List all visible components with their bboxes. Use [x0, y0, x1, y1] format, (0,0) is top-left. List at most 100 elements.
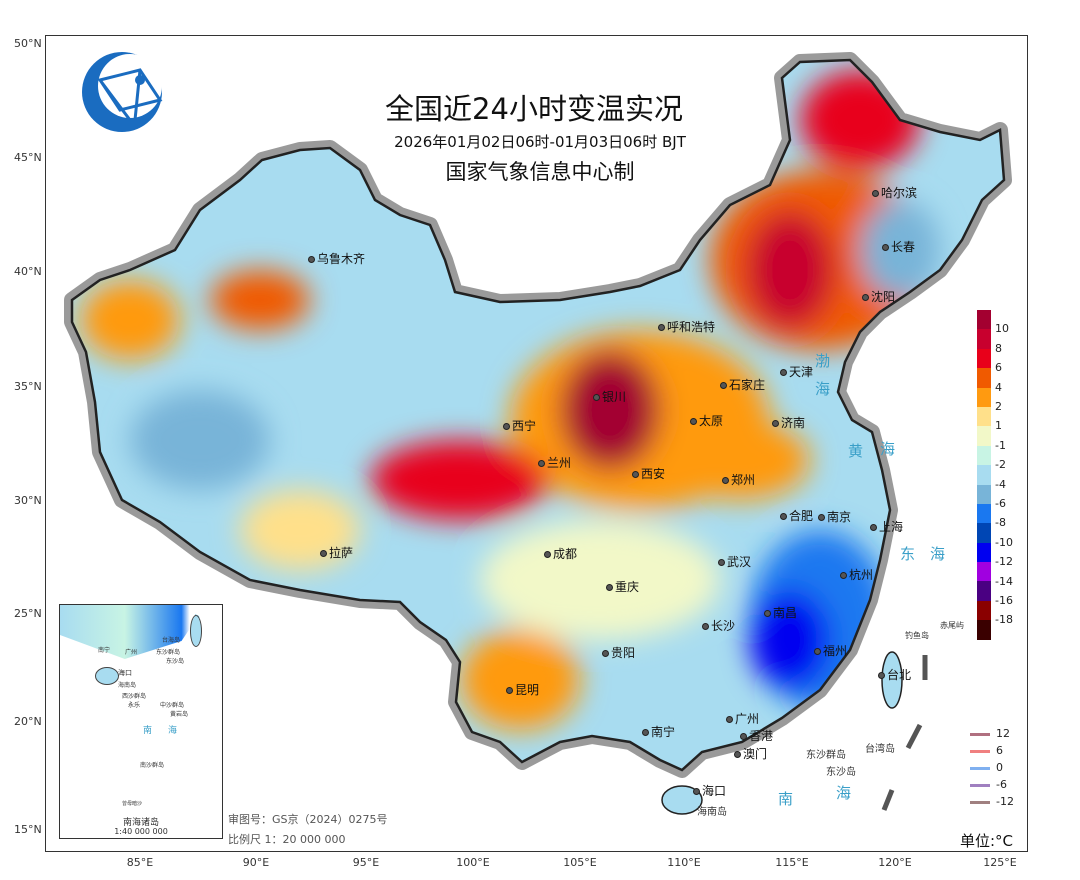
- city-name: 哈尔滨: [881, 186, 918, 200]
- lat-tick: 15°N: [14, 823, 42, 836]
- legend-label: -4: [995, 477, 1006, 491]
- lon-tick: 105°E: [563, 856, 597, 869]
- lon-tick: 120°E: [878, 856, 912, 869]
- city-name: 长春: [891, 240, 916, 254]
- producer: 国家气象信息中心制: [445, 160, 635, 184]
- line-legend-label: -12: [996, 795, 1014, 808]
- city-name: 长沙: [711, 619, 736, 633]
- city-name: 福州: [823, 644, 848, 658]
- inset-label: 台海岛: [162, 637, 181, 644]
- line-legend-item: 12: [970, 727, 1010, 740]
- city-name: 昆明: [515, 683, 540, 697]
- city-marker-icon: [722, 477, 729, 484]
- city-marker-icon: [693, 788, 700, 795]
- inset-label: 永乐: [128, 702, 141, 709]
- color-legend: 10 8 6 4 2 1 -1 -2 -4 -6 -8 -10 -12 -14 -16 -18: [977, 310, 1013, 640]
- lat-tick: 35°N: [14, 380, 42, 393]
- city-label: 石家庄: [720, 376, 765, 393]
- legend-label: -12: [995, 555, 1013, 569]
- city-name: 太原: [699, 414, 724, 428]
- inset-label: 广州: [125, 649, 138, 656]
- map-title: 全国近24小时变温实况: [385, 92, 683, 126]
- legend-swatch: [977, 348, 991, 369]
- city-marker-icon: [734, 751, 741, 758]
- city-name: 海口: [702, 784, 727, 798]
- city-marker-icon: [872, 190, 879, 197]
- line-legend-label: 12: [996, 727, 1010, 740]
- city-marker-icon: [544, 551, 551, 558]
- city-label: 重庆: [606, 578, 639, 595]
- city-marker-icon: [814, 648, 821, 655]
- inset-label: 黄岩岛: [170, 711, 189, 718]
- city-label: 武汉: [718, 553, 751, 570]
- city-marker-icon: [726, 716, 733, 723]
- legend-label: -8: [995, 516, 1006, 530]
- inset-label: 东沙群岛: [156, 649, 181, 656]
- taiwan-island: [881, 651, 903, 709]
- city-marker-icon: [780, 369, 787, 376]
- city-name: 济南: [781, 416, 806, 430]
- city-name: 银川: [602, 390, 627, 404]
- lon-tick: 125°E: [983, 856, 1017, 869]
- time-range: 2026年01月02日06时-01月03日06时 BJT: [394, 133, 686, 151]
- legend-label: -18: [995, 613, 1013, 627]
- city-label: 西宁: [503, 417, 536, 434]
- legend-label: 10: [995, 322, 1009, 336]
- city-label: 兰州: [538, 454, 571, 471]
- city-label: 长春: [882, 238, 915, 255]
- city-marker-icon: [602, 650, 609, 657]
- city-name: 天津: [789, 365, 814, 379]
- city-marker-icon: [720, 382, 727, 389]
- lon-tick: 95°E: [352, 856, 380, 869]
- city-label: 香港: [740, 727, 773, 744]
- lon-tick: 85°E: [126, 856, 154, 869]
- city-label: 成都: [544, 545, 577, 562]
- city-name: 郑州: [731, 473, 756, 487]
- city-label: 沈阳: [862, 288, 895, 305]
- city-marker-icon: [320, 550, 327, 557]
- city-marker-icon: [308, 256, 315, 263]
- city-marker-icon: [593, 394, 600, 401]
- city-marker-icon: [690, 418, 697, 425]
- city-marker-icon: [658, 324, 665, 331]
- lat-tick: 45°N: [14, 151, 42, 164]
- city-marker-icon: [862, 294, 869, 301]
- place-label: 赤尾屿: [940, 621, 964, 630]
- legend-swatch: [977, 387, 991, 407]
- city-name: 南昌: [773, 606, 798, 620]
- map-scale: 比例尺 1：20 000 000: [228, 833, 346, 846]
- legend-swatch: [977, 503, 991, 524]
- city-label: 上海: [870, 518, 903, 535]
- city-marker-icon: [882, 244, 889, 251]
- inset-sea-label: 南: [143, 726, 153, 736]
- sea-label: 海: [930, 545, 946, 563]
- legend-swatch: [977, 484, 991, 504]
- city-label: 福州: [814, 642, 847, 659]
- city-marker-icon: [878, 672, 885, 679]
- line-swatch: [970, 800, 990, 804]
- lon-tick: 90°E: [242, 856, 270, 869]
- inset-label: 中沙群岛: [160, 702, 185, 709]
- lat-tick: 50°N: [14, 37, 42, 50]
- city-name: 香港: [749, 729, 774, 743]
- city-name: 南京: [827, 510, 852, 524]
- city-name: 合肥: [789, 509, 814, 523]
- legend-swatch: [977, 600, 991, 621]
- inset-title: 南海诸岛: [122, 818, 159, 828]
- legend-swatch: [977, 445, 991, 466]
- city-marker-icon: [772, 420, 779, 427]
- city-marker-icon: [780, 513, 787, 520]
- city-name: 澳门: [743, 747, 768, 761]
- place-label: 东沙群岛: [806, 750, 846, 761]
- city-label: 台北: [878, 666, 911, 683]
- legend-label: -10: [995, 535, 1013, 549]
- city-name: 台北: [887, 668, 912, 682]
- sea-label: 渤: [815, 352, 831, 370]
- city-name: 贵阳: [611, 646, 636, 660]
- inset-label: 南沙群岛: [140, 762, 165, 769]
- city-marker-icon: [642, 729, 649, 736]
- sea-label: 海: [836, 784, 852, 802]
- city-label: 澳门: [734, 745, 767, 762]
- city-name: 沈阳: [871, 290, 896, 304]
